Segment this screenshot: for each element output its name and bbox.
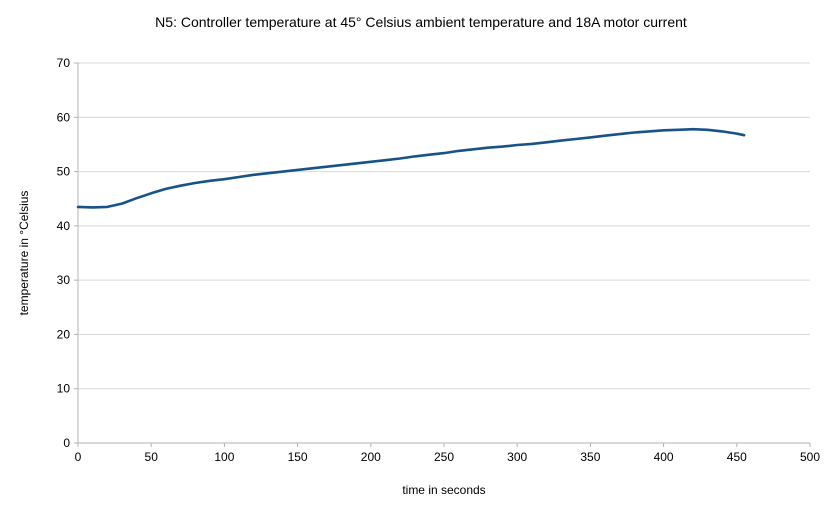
gridlines <box>78 62 810 390</box>
chart-title: N5: Controller temperature at 45° Celsiu… <box>155 14 687 30</box>
tick-label: 40 <box>57 219 71 233</box>
x-axis-label: time in seconds <box>402 483 485 497</box>
tick-label: 60 <box>57 110 71 124</box>
tick-label: 10 <box>57 382 71 396</box>
tick-label: 500 <box>800 450 820 464</box>
tick-label: 150 <box>288 450 308 464</box>
tick-label: 300 <box>507 450 527 464</box>
axes <box>77 63 810 444</box>
temperature-series-line <box>76 127 746 209</box>
tick-label: 350 <box>580 450 600 464</box>
tick-label: 250 <box>434 450 454 464</box>
tick-label: 200 <box>361 450 381 464</box>
tick-label: 450 <box>727 450 747 464</box>
tick-labels: 0 10 20 30 40 50 60 70 0 50 100 150 200 250 300 350 400 4… <box>57 56 821 464</box>
tick-label: 100 <box>214 450 234 464</box>
tick-label: 50 <box>145 450 159 464</box>
tick-label: 70 <box>57 56 71 70</box>
y-axis-label: temperature in °Celsius <box>17 191 31 316</box>
tick-label: 50 <box>57 165 71 179</box>
tick-label: 20 <box>57 327 71 341</box>
tick-label: 30 <box>57 273 71 287</box>
tick-marks <box>74 62 811 447</box>
tick-label: 0 <box>63 436 70 450</box>
tick-label: 400 <box>654 450 674 464</box>
tick-label: 0 <box>75 450 82 464</box>
